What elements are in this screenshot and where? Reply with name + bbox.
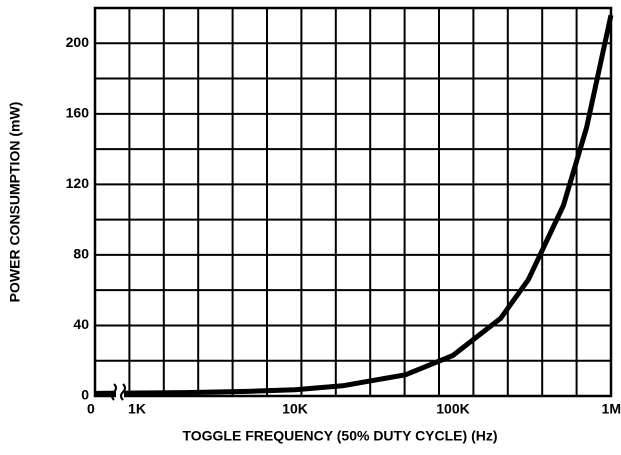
x-tick-label: 10K [282,401,308,417]
y-tick-label: 160 [66,105,90,121]
y-tick-label: 40 [73,316,89,332]
x-axis-label: TOGGLE FREQUENCY (50% DUTY CYCLE) (Hz) [182,428,497,444]
x-tick-label: 100K [436,401,469,417]
y-tick-label: 80 [73,246,89,262]
x-tick-label: 1M [602,401,621,417]
axis-break-gap [116,384,124,400]
x-tick-label: 1K [128,401,146,417]
axis-break [120,383,126,401]
plot-frame [93,6,613,398]
axis-break [111,383,117,401]
y-tick-label: 0 [81,387,89,403]
y-tick-label: 200 [66,34,90,50]
data-line [94,14,614,396]
y-axis-label: POWER CONSUMPTION (mW) [7,102,23,303]
y-tick-label: 120 [66,175,90,191]
x-tick-label: 0 [87,401,95,417]
